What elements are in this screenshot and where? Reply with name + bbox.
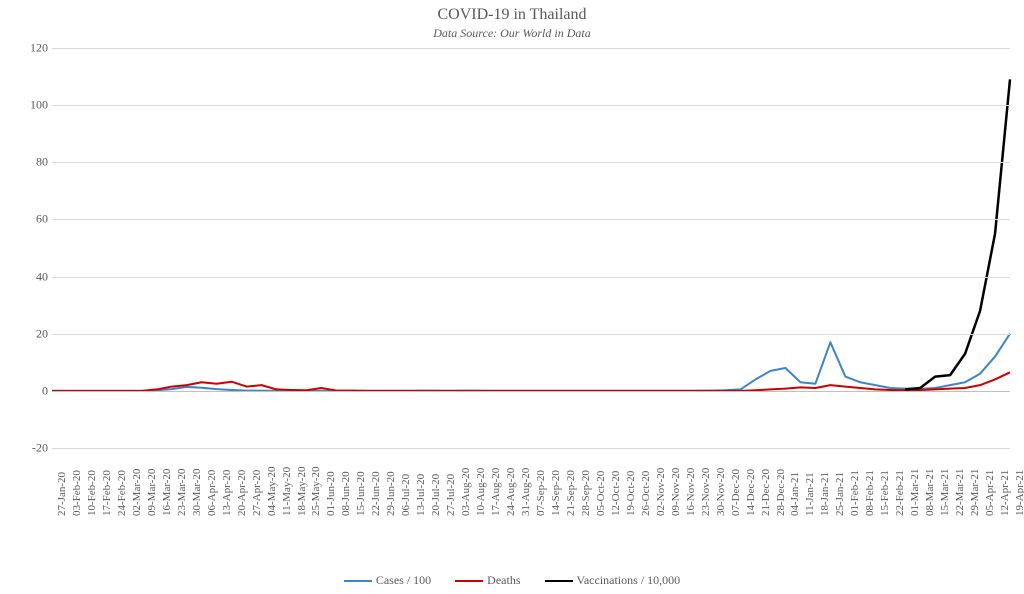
x-tick-label: 30-Nov-20 [715,468,727,516]
x-tick-label: 09-Mar-20 [146,469,158,516]
x-tick-label: 15-Jun-20 [355,471,367,516]
x-tick-label: 08-Mar-21 [924,469,936,516]
legend-swatch [344,580,372,582]
x-tick-label: 29-Mar-21 [969,469,981,516]
chart-container: COVID-19 in Thailand Data Source: Our Wo… [0,0,1024,594]
legend-label: Deaths [487,573,520,587]
x-tick-label: 26-Oct-20 [640,471,652,516]
x-tick-label: 25-Jan-21 [834,472,846,516]
x-tick-label: 16-Mar-20 [161,469,173,516]
legend-item: Cases / 100 [344,573,431,588]
x-tick-label: 29-Jun-20 [385,471,397,516]
x-tick-label: 07-Sep-20 [535,470,547,516]
y-tick-label: 120 [8,41,48,56]
x-tick-label: 14-Sep-20 [550,470,562,516]
x-tick-label: 01-Feb-21 [849,470,861,516]
x-tick-label: 11-Jan-21 [804,472,816,516]
legend-item: Deaths [455,573,520,588]
gridline [52,277,1010,278]
x-tick-label: 03-Aug-20 [460,468,472,516]
x-tick-label: 08-Feb-21 [864,470,876,516]
x-tick-label: 24-Aug-20 [505,468,517,516]
x-tick-label: 06-Apr-20 [206,470,218,516]
x-tick-label: 25-May-20 [310,467,322,517]
x-tick-label: 12-Oct-20 [610,471,622,516]
x-tick-label: 18-May-20 [296,467,308,517]
x-tick-label: 21-Sep-20 [565,470,577,516]
x-tick-label: 28-Sep-20 [580,470,592,516]
x-tick-label: 20-Jul-20 [430,474,442,516]
gridline [52,162,1010,163]
legend: Cases / 100 Deaths Vaccinations / 10,000 [0,573,1024,588]
x-tick-label: 19-Oct-20 [625,471,637,516]
plot-area [52,48,1010,448]
x-tick-label: 16-Nov-20 [685,468,697,516]
legend-label: Vaccinations / 10,000 [577,573,681,587]
legend-swatch [545,580,573,582]
x-tick-label: 05-Apr-21 [984,470,996,516]
x-tick-label: 03-Feb-20 [71,470,83,516]
x-tick-label: 02-Nov-20 [655,468,667,516]
y-tick-label: 40 [8,269,48,284]
x-tick-label: 02-Mar-20 [131,469,143,516]
y-tick-label: 0 [8,383,48,398]
y-tick-label: -20 [8,441,48,456]
y-tick-label: 100 [8,98,48,113]
x-tick-label: 15-Mar-21 [939,469,951,516]
chart-subtitle: Data Source: Our World in Data [0,26,1024,41]
x-tick-label: 13-Apr-20 [221,470,233,516]
y-tick-label: 80 [8,155,48,170]
gridline [52,391,1010,392]
series-line [905,79,1010,389]
y-tick-label: 20 [8,326,48,341]
x-tick-label: 28-Dec-20 [775,469,787,516]
x-tick-label: 27-Jan-20 [56,472,68,516]
x-tick-label: 21-Dec-20 [760,469,772,516]
legend-item: Vaccinations / 10,000 [545,573,681,588]
x-tick-label: 01-Mar-21 [909,469,921,516]
x-tick-label: 27-Jul-20 [445,474,457,516]
gridline [52,105,1010,106]
legend-label: Cases / 100 [376,573,431,587]
x-tick-label: 04-Jan-21 [789,472,801,516]
x-tick-label: 22-Mar-21 [954,469,966,516]
x-tick-label: 19-Apr-21 [1014,470,1024,516]
x-tick-label: 05-Oct-20 [595,471,607,516]
gridline [52,48,1010,49]
gridline [52,219,1010,220]
x-tick-label: 22-Jun-20 [370,471,382,516]
x-tick-label: 10-Feb-20 [86,470,98,516]
x-tick-label: 14-Dec-20 [745,469,757,516]
x-tick-label: 10-Aug-20 [475,468,487,516]
x-tick-label: 15-Feb-21 [879,470,891,516]
x-tick-label: 23-Mar-20 [176,469,188,516]
x-tick-label: 13-Jul-20 [415,474,427,516]
x-tick-label: 31-Aug-20 [520,468,532,516]
x-tick-label: 08-Jun-20 [340,471,352,516]
x-tick-label: 11-May-20 [281,467,293,516]
x-tick-label: 24-Feb-20 [116,470,128,516]
x-tick-label: 01-Jun-20 [325,471,337,516]
x-tick-label: 12-Apr-21 [999,470,1011,516]
x-tick-label: 09-Nov-20 [670,468,682,516]
x-axis-labels: 27-Jan-2003-Feb-2010-Feb-2017-Feb-2024-F… [52,452,1010,562]
x-tick-label: 04-May-20 [266,467,278,517]
gridline [52,334,1010,335]
x-tick-label: 07-Dec-20 [730,469,742,516]
gridline [52,448,1010,449]
chart-title: COVID-19 in Thailand [0,6,1024,24]
x-tick-label: 06-Jul-20 [400,474,412,516]
x-tick-label: 20-Apr-20 [236,470,248,516]
line-series-svg [52,48,1010,448]
x-tick-label: 17-Aug-20 [490,468,502,516]
y-tick-label: 60 [8,212,48,227]
x-tick-label: 27-Apr-20 [251,470,263,516]
series-line [52,334,1010,391]
x-tick-label: 22-Feb-21 [894,470,906,516]
x-tick-label: 18-Jan-21 [819,472,831,516]
x-tick-label: 23-Nov-20 [700,468,712,516]
x-tick-label: 30-Mar-20 [191,469,203,516]
legend-swatch [455,580,483,582]
x-tick-label: 17-Feb-20 [101,470,113,516]
